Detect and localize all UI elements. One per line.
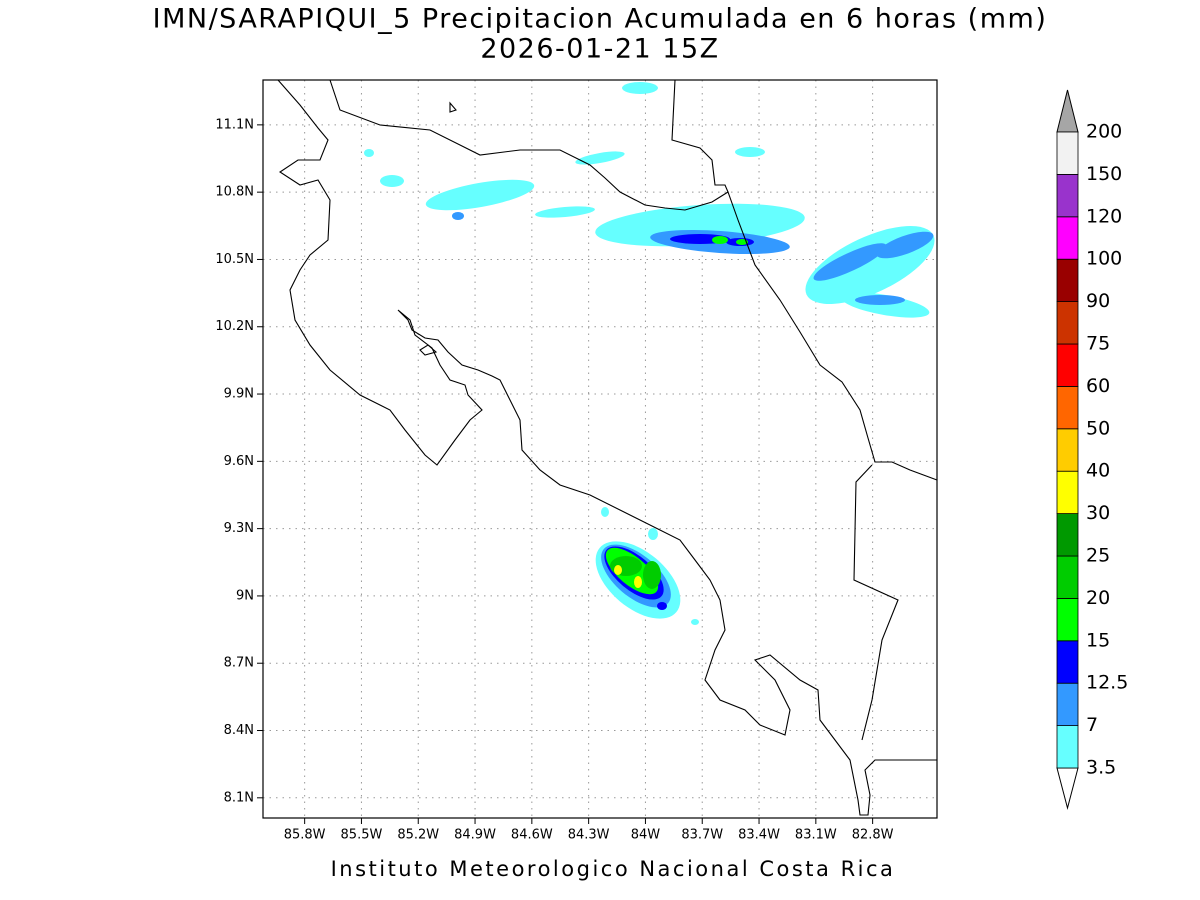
colorbar-label: 60 bbox=[1086, 375, 1110, 397]
y-tick-label: 8.1N bbox=[224, 790, 254, 805]
x-tick-label: 84.6W bbox=[511, 828, 553, 843]
subtitle: 2026-01-21 15Z bbox=[480, 34, 719, 65]
x-tick-label: 84.3W bbox=[568, 828, 610, 843]
footer: Instituto Meteorologico Nacional Costa R… bbox=[331, 857, 896, 881]
colorbar-box bbox=[1056, 428, 1079, 472]
precipitation bbox=[364, 82, 935, 625]
colorbar: 3.5 7 12.5 15 20 25 30 40 50 60 75 90 100 120 150 200 bbox=[1056, 89, 1128, 810]
colorbar-box bbox=[1056, 301, 1079, 345]
colorbar-label: 12.5 bbox=[1086, 672, 1128, 694]
coastline bbox=[329, 79, 938, 481]
rain-area bbox=[380, 175, 404, 187]
colorbar-box bbox=[1056, 555, 1079, 599]
rain-area bbox=[364, 149, 374, 157]
y-tick-label: 9.3N bbox=[224, 521, 254, 536]
rain-area bbox=[535, 206, 595, 218]
colorbar-label: 75 bbox=[1086, 333, 1110, 355]
x-tick-label: 84.9W bbox=[454, 828, 496, 843]
y-tick-label: 8.7N bbox=[224, 656, 254, 671]
y-tick-label: 9N bbox=[236, 588, 254, 603]
border bbox=[853, 464, 899, 741]
colorbar-label: 20 bbox=[1086, 587, 1110, 609]
colorbar-label: 50 bbox=[1086, 417, 1110, 439]
colorbar-label: 100 bbox=[1086, 248, 1122, 270]
rain-area bbox=[622, 82, 658, 94]
grid bbox=[263, 80, 937, 818]
y-tick-label: 10.5N bbox=[215, 252, 254, 267]
island bbox=[449, 101, 457, 113]
colorbar-box bbox=[1056, 173, 1079, 218]
x-tick-label: 83.4W bbox=[738, 828, 780, 843]
x-tick-label: 84W bbox=[631, 828, 661, 843]
x-tick-label: 83.7W bbox=[681, 828, 723, 843]
colorbar-label: 25 bbox=[1086, 545, 1110, 567]
north-band bbox=[364, 82, 935, 318]
rain-area bbox=[691, 619, 699, 625]
rain-area bbox=[425, 179, 535, 211]
colorbar-label: 15 bbox=[1086, 629, 1110, 651]
x-tick-label: 85.5W bbox=[341, 828, 383, 843]
rain-area bbox=[648, 528, 658, 540]
colorbar-box bbox=[1056, 216, 1079, 260]
x-tick-label: 85.2W bbox=[397, 828, 439, 843]
rain-area bbox=[601, 507, 609, 517]
rain-area bbox=[735, 147, 765, 157]
rain-area bbox=[452, 212, 464, 220]
colorbar-box bbox=[1056, 598, 1079, 642]
x-tick-label: 83.1W bbox=[795, 828, 837, 843]
colorbar-box bbox=[1056, 131, 1079, 175]
rain-area bbox=[657, 602, 667, 610]
border bbox=[671, 79, 729, 193]
rain-area bbox=[575, 151, 625, 165]
y-tick-label: 10.8N bbox=[215, 185, 254, 200]
colorbar-label: 30 bbox=[1086, 502, 1110, 524]
colorbar-box bbox=[1056, 385, 1079, 430]
island bbox=[419, 344, 438, 356]
rain-area bbox=[643, 561, 661, 589]
coastlines bbox=[277, 79, 938, 816]
rain-area bbox=[712, 236, 728, 244]
colorbar-box bbox=[1056, 258, 1079, 303]
y-tick-label: 11.1N bbox=[215, 117, 254, 132]
colorbar-box bbox=[1056, 682, 1079, 727]
colorbar-label: 90 bbox=[1086, 290, 1110, 312]
colorbar-label: 7 bbox=[1086, 714, 1098, 736]
rain-area bbox=[610, 556, 642, 576]
colorbar-box bbox=[1056, 640, 1079, 684]
colorbar-under bbox=[1056, 767, 1079, 810]
colorbar-label: 3.5 bbox=[1086, 757, 1116, 779]
colorbar-label: 150 bbox=[1086, 163, 1122, 185]
colorbar-box bbox=[1056, 470, 1079, 515]
title: IMN/SARAPIQUI_5 Precipitacion Acumulada … bbox=[153, 4, 1048, 35]
rain-area bbox=[813, 243, 887, 281]
y-tick-label: 10.2N bbox=[215, 319, 254, 334]
rain-area bbox=[855, 295, 905, 305]
colorbar-over bbox=[1056, 89, 1079, 133]
axes: 85.8W 85.5W 85.2W 84.9W 84.6W 84.3W 84W 83.7W 83… bbox=[215, 117, 893, 842]
x-tick-label: 85.8W bbox=[284, 828, 326, 843]
colorbar-label: 120 bbox=[1086, 205, 1122, 227]
coastline bbox=[277, 79, 937, 816]
rain-area bbox=[840, 292, 930, 318]
colorbar-label: 200 bbox=[1086, 121, 1122, 143]
colorbar-box bbox=[1056, 725, 1079, 769]
map-frame bbox=[262, 79, 938, 819]
rain-area bbox=[614, 565, 622, 575]
x-tick-label: 82.8W bbox=[852, 828, 894, 843]
y-tick-label: 9.6N bbox=[224, 454, 254, 469]
south-cluster bbox=[595, 507, 699, 625]
colorbar-box bbox=[1056, 513, 1079, 557]
colorbar-box bbox=[1056, 343, 1079, 387]
rain-area bbox=[736, 239, 748, 245]
rain-area bbox=[634, 576, 642, 588]
colorbar-label: 40 bbox=[1086, 460, 1110, 482]
y-tick-label: 8.4N bbox=[224, 723, 254, 738]
rain-area bbox=[876, 231, 934, 259]
y-tick-label: 9.9N bbox=[224, 387, 254, 402]
